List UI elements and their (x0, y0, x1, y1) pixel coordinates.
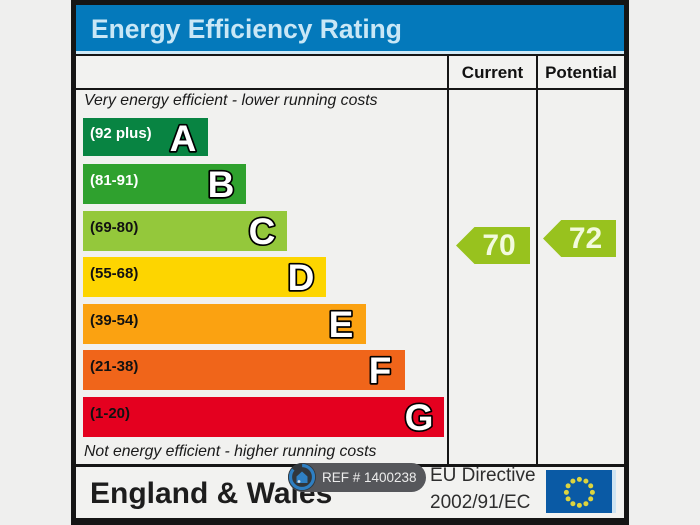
svg-text:B: B (208, 164, 235, 204)
svg-text:C: C (249, 211, 276, 251)
svg-text:D: D (288, 257, 315, 297)
svg-text:E: E (329, 304, 354, 344)
svg-text:F: F (369, 350, 392, 390)
svg-text:A: A (170, 118, 197, 158)
svg-text:G: G (405, 397, 434, 437)
